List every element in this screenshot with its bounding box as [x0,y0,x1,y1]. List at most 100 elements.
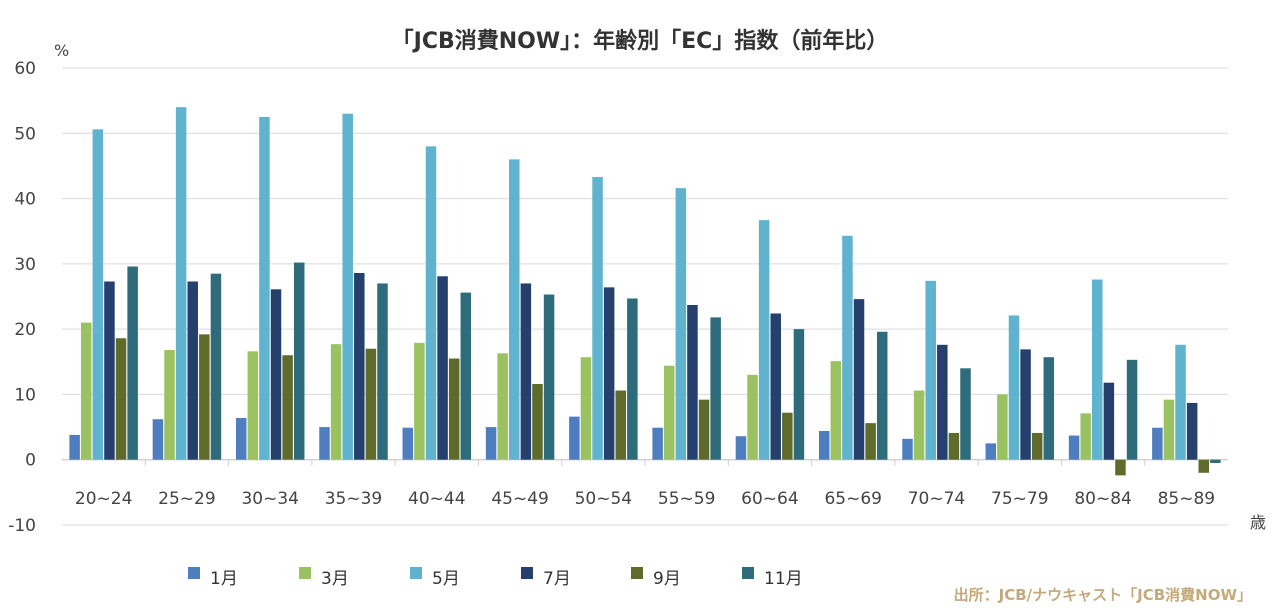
x-tick-label: 75~79 [991,489,1049,509]
y-tick-label: 40 [14,190,36,210]
bar [580,357,592,460]
legend-label: 5月 [432,569,460,589]
bar [687,304,698,460]
legend-label: 3月 [321,569,349,589]
bar [543,294,555,460]
y-tick-label: 30 [14,255,36,275]
bar [1210,459,1221,463]
y-axis-unit: % [54,41,69,60]
legend-label: 1月 [210,569,238,589]
legend: 1月 3月 5月 7月 9月 11月 [188,567,803,589]
bar [663,365,675,460]
bar [985,443,997,460]
x-tick-label: 80~84 [1074,489,1132,509]
bar [210,273,222,460]
bar [793,329,805,460]
y-tick-labels: -10 0 10 20 30 40 50 60 [8,59,36,536]
legend-swatch [410,567,422,579]
y-tick-label: 60 [14,59,36,79]
bar [948,432,960,460]
bar [818,430,830,460]
bar [1152,427,1163,460]
bar [1126,359,1138,460]
y-tick-label: 0 [25,451,36,471]
bar [698,399,710,460]
legend-label: 11月 [764,569,803,589]
bar [152,419,164,460]
y-tick-label: -10 [8,516,36,536]
bar [913,390,925,460]
x-tick-label: 45~49 [491,489,549,509]
bar [520,283,532,460]
bar [842,235,853,460]
bar [437,276,448,460]
bar [377,283,388,460]
x-axis-unit: 歳 [1250,513,1266,532]
x-tick-label: 70~74 [908,489,966,509]
bar [1163,399,1175,460]
legend-swatch [521,567,533,579]
bar [876,331,888,460]
bar [615,390,627,460]
bar [354,272,365,460]
bar [592,177,603,460]
bar [830,361,842,460]
bar [270,289,282,460]
bar [293,262,305,460]
bar [865,423,876,460]
bar [1103,382,1115,460]
x-tick-label: 60~64 [741,489,799,509]
bar [164,350,175,460]
bar [770,313,781,460]
bar [1068,435,1080,460]
bar [1020,349,1031,460]
bar [497,353,508,460]
x-tick-label: 25~29 [158,489,216,509]
y-tick-label: 20 [14,320,36,340]
bar [675,188,687,460]
legend-swatch [631,567,643,579]
x-tick-label: 20~24 [75,489,133,509]
bar [342,113,353,460]
bar [758,220,770,460]
bar [175,107,187,460]
bar [902,438,913,460]
x-tick-label: 35~39 [325,489,383,509]
bar [448,358,460,460]
bar [259,116,270,460]
bar [104,281,115,460]
bar [187,281,198,460]
bar [782,412,793,460]
bar [1043,357,1055,460]
bar [282,355,293,460]
bars [69,107,1221,476]
bar [735,436,747,460]
bar [627,298,638,460]
bar [652,427,663,460]
bar [485,427,497,460]
bar [1198,459,1210,473]
x-tick-label: 40~44 [408,489,466,509]
bar [319,427,330,460]
legend-swatch [188,567,200,579]
y-tick-label: 50 [14,124,36,144]
source-note: 出所：JCB/ナウキャスト「JCB消費NOW」 [954,586,1252,604]
bar [960,368,971,460]
bar [710,317,721,460]
bar [425,146,437,460]
legend-swatch [299,567,311,579]
x-tick-label: 50~54 [575,489,633,509]
legend-label: 9月 [653,569,681,589]
bar [569,416,580,460]
y-tick-label: 10 [14,385,36,405]
bar [127,266,138,460]
chart-title: 「JCB消費NOW」：年齢別「EC」指数（前年比） [392,28,889,54]
x-tick-label: 55~59 [658,489,716,509]
bar [937,344,948,460]
bar [402,427,414,460]
x-tick-label: 30~34 [241,489,299,509]
bar [1008,315,1020,460]
bar [92,129,104,460]
bar [330,344,342,460]
bar [747,374,758,460]
